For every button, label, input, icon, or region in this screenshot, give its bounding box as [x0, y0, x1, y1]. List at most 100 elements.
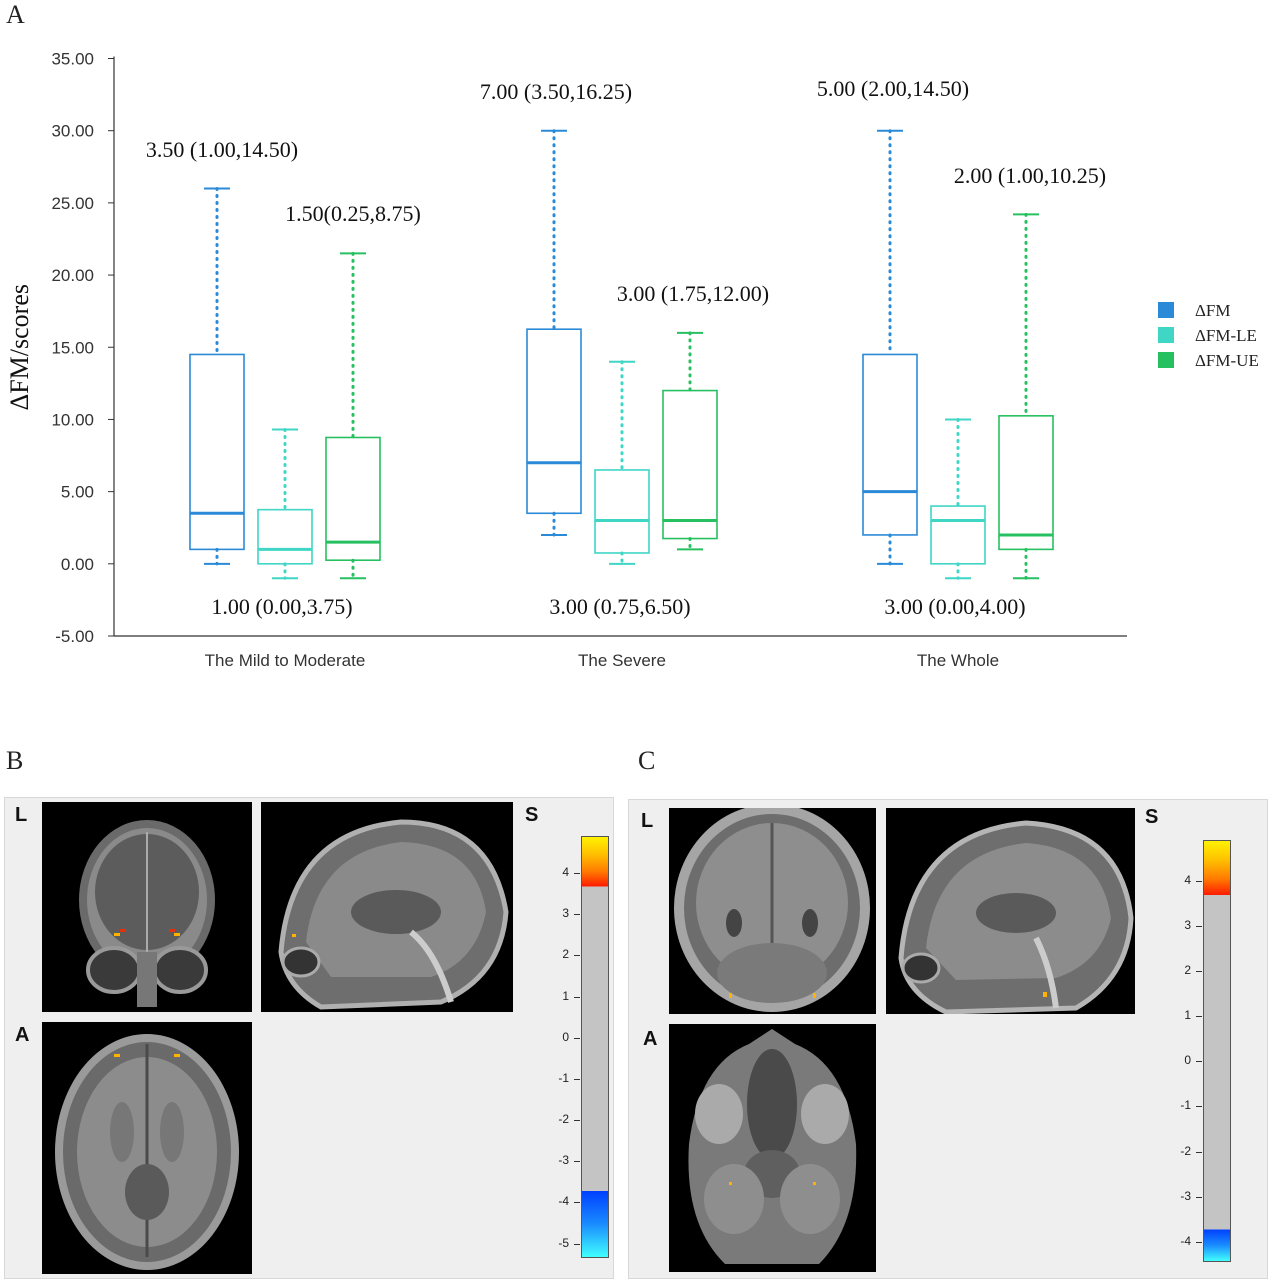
data-annotation: 1.00 (0.00,3.75)	[211, 594, 352, 619]
box-iqr	[662, 389, 718, 540]
axial-brain-image	[42, 1022, 252, 1274]
legend-swatch	[1158, 352, 1174, 368]
legend-label: ΔFM-LE	[1195, 326, 1257, 345]
box-iqr	[189, 353, 245, 551]
colorbar-tick-label: -3	[558, 1153, 569, 1168]
colorbar-tick-label: 3	[1184, 917, 1191, 932]
data-annotation: 1.50(0.25,8.75)	[285, 201, 421, 226]
activation-spot	[1043, 992, 1047, 997]
colorbar-tick-mark	[1196, 1106, 1202, 1108]
data-annotation: 5.00 (2.00,14.50)	[817, 76, 969, 101]
y-tick-label: 10.00	[51, 410, 94, 429]
x-tick-label: The Severe	[578, 651, 666, 670]
panel-label-a: A	[6, 0, 25, 29]
legend-swatch	[1158, 302, 1174, 318]
coronal-brain-image	[669, 808, 876, 1014]
y-axis-title: ΔFM/scores	[5, 284, 34, 411]
data-annotation: 3.00 (0.75,6.50)	[549, 594, 690, 619]
y-tick-label: -5.00	[55, 627, 94, 646]
colorbar-tick-mark	[574, 1161, 580, 1163]
x-tick-label: The Mild to Moderate	[205, 651, 366, 670]
box-iqr	[930, 505, 986, 565]
colorbar-tick-label: 3	[562, 906, 569, 921]
sagittal-brain-image	[261, 802, 513, 1012]
box-iqr	[325, 436, 381, 562]
colorbar-tick-mark	[1196, 1196, 1202, 1198]
data-annotation: 3.50 (1.00,14.50)	[146, 137, 298, 162]
colorbar-tick-mark	[574, 996, 580, 998]
colorbar-tick-label: 2	[1184, 962, 1191, 977]
activation-spot	[292, 934, 296, 937]
box-iqr	[862, 353, 918, 536]
panel-label-c: C	[638, 746, 656, 775]
colorbar-tick-label: 2	[562, 947, 569, 962]
colorbar-tick-mark	[1196, 1151, 1202, 1153]
colorbar-tick-mark	[1196, 1241, 1202, 1243]
legend-label: ΔFM-UE	[1195, 351, 1259, 370]
activation-spot	[169, 929, 175, 932]
colorbar-tick-mark	[574, 1037, 580, 1039]
activation-spot	[174, 1054, 180, 1057]
colorbar-tick-mark	[574, 1243, 580, 1245]
colorbar-tick-label: -3	[1180, 1188, 1191, 1203]
orientation-anterior-label: A	[15, 1024, 30, 1046]
activation-spot	[813, 1182, 816, 1185]
data-annotation: 7.00 (3.50,16.25)	[480, 79, 632, 104]
colorbar-tick-label: -4	[558, 1194, 569, 1209]
axial-brain-image	[669, 1024, 876, 1272]
activation-spot	[114, 933, 120, 936]
orientation-left-label: L	[641, 810, 654, 832]
colorbar-tick-label: 4	[562, 865, 569, 880]
y-tick-label: 35.00	[51, 50, 94, 69]
y-tick-label: 30.00	[51, 122, 94, 141]
box-iqr	[526, 328, 582, 515]
colorbar-tick-label: -4	[1180, 1233, 1191, 1248]
y-tick-label: 15.00	[51, 338, 94, 357]
colorbar-tick-label: -2	[558, 1112, 569, 1127]
y-tick-label: 0.00	[61, 555, 94, 574]
orientation-anterior-label: A	[643, 1028, 658, 1050]
colorbar-tick-label: 0	[562, 1029, 569, 1044]
colorbar-tick-mark	[1196, 1016, 1202, 1018]
colorbar-tick-mark	[1196, 925, 1202, 927]
legend-label: ΔFM	[1195, 301, 1231, 320]
boxplot-chart: 35.00 30.00 25.00 20.00 15.00 10.00 5.00 0.00 -5…	[5, 50, 1259, 671]
activation-spot	[114, 1054, 120, 1057]
colorbar-tick-label: 4	[1184, 872, 1191, 887]
box-iqr	[998, 415, 1054, 551]
colorbar-tick-mark	[1196, 970, 1202, 972]
sagittal-brain-image	[886, 808, 1135, 1014]
data-annotation: 3.00 (0.00,4.00)	[884, 594, 1025, 619]
panel-label-b: B	[6, 746, 24, 775]
colorbar-tick-mark	[1196, 880, 1202, 882]
orientation-left-label: L	[15, 804, 28, 826]
colorbar-tick-mark	[574, 1202, 580, 1204]
colorbar-tick-label: -5	[558, 1235, 569, 1250]
x-tick-label: The Whole	[917, 651, 999, 670]
colorbar-tick-mark	[1196, 1061, 1202, 1063]
box-iqr	[594, 469, 650, 554]
activation-spot	[174, 933, 180, 936]
colorbar-tick-label: -2	[1180, 1143, 1191, 1158]
orientation-superior-label: S	[525, 804, 539, 826]
y-tick-label: 5.00	[61, 483, 94, 502]
y-tick-label: 20.00	[51, 266, 94, 285]
colorbar-tick-mark	[574, 914, 580, 916]
colorbar-tick-label: 1	[562, 988, 569, 1003]
mri-panel-b: L S A	[4, 797, 614, 1279]
mri-panel-c: L S A	[628, 799, 1268, 1279]
legend-swatch	[1158, 327, 1174, 343]
orientation-superior-label: S	[1145, 806, 1159, 828]
box-iqr	[257, 508, 313, 565]
data-annotation: 3.00 (1.75,12.00)	[617, 281, 769, 306]
colorbar-gradient	[1203, 840, 1231, 1262]
activation-spot	[729, 1182, 732, 1185]
colorbar-tick-label: 1	[1184, 1008, 1191, 1023]
y-tick-label: 25.00	[51, 194, 94, 213]
colorbar-tick-mark	[574, 873, 580, 875]
activation-spot	[813, 993, 816, 998]
colorbar-tick-label: 0	[1184, 1053, 1191, 1068]
colorbar-tick-mark	[574, 955, 580, 957]
colorbar-tick-label: -1	[1180, 1098, 1191, 1113]
colorbar-tick-mark	[574, 1120, 580, 1122]
